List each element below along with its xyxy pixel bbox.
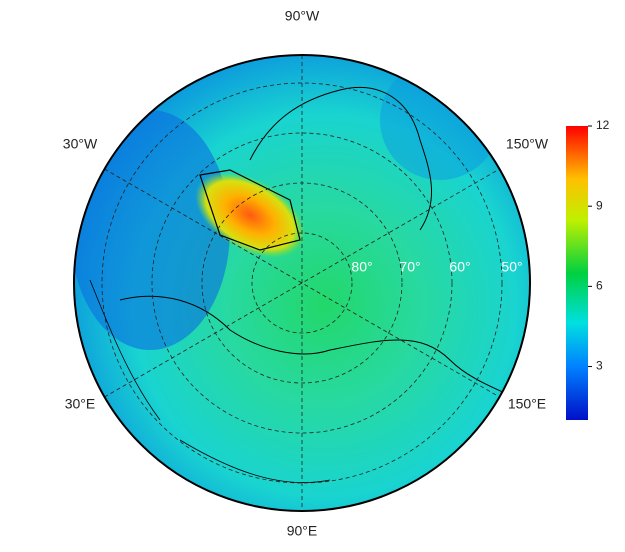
longitude-label: 90°E <box>287 523 318 539</box>
colorbar-tick-label: 3 <box>596 359 603 373</box>
colorbar-tick-label: 9 <box>596 198 603 212</box>
longitude-label: 150°E <box>508 396 546 412</box>
colorbar-tick-label: 6 <box>596 279 603 293</box>
map-border <box>73 54 531 512</box>
longitude-label: 30°E <box>65 396 96 412</box>
colorbar <box>566 126 588 420</box>
graticule <box>101 55 503 511</box>
colorbar-tick-label: 12 <box>596 118 610 132</box>
longitude-label: 90°W <box>285 8 320 24</box>
latitude-label: 80° <box>351 259 372 275</box>
latitude-label: 60° <box>449 259 470 275</box>
longitude-label: 30°W <box>63 136 98 152</box>
latitude-label: 70° <box>399 259 420 275</box>
latitude-label: 50° <box>501 259 522 275</box>
longitude-label: 150°W <box>506 136 549 152</box>
